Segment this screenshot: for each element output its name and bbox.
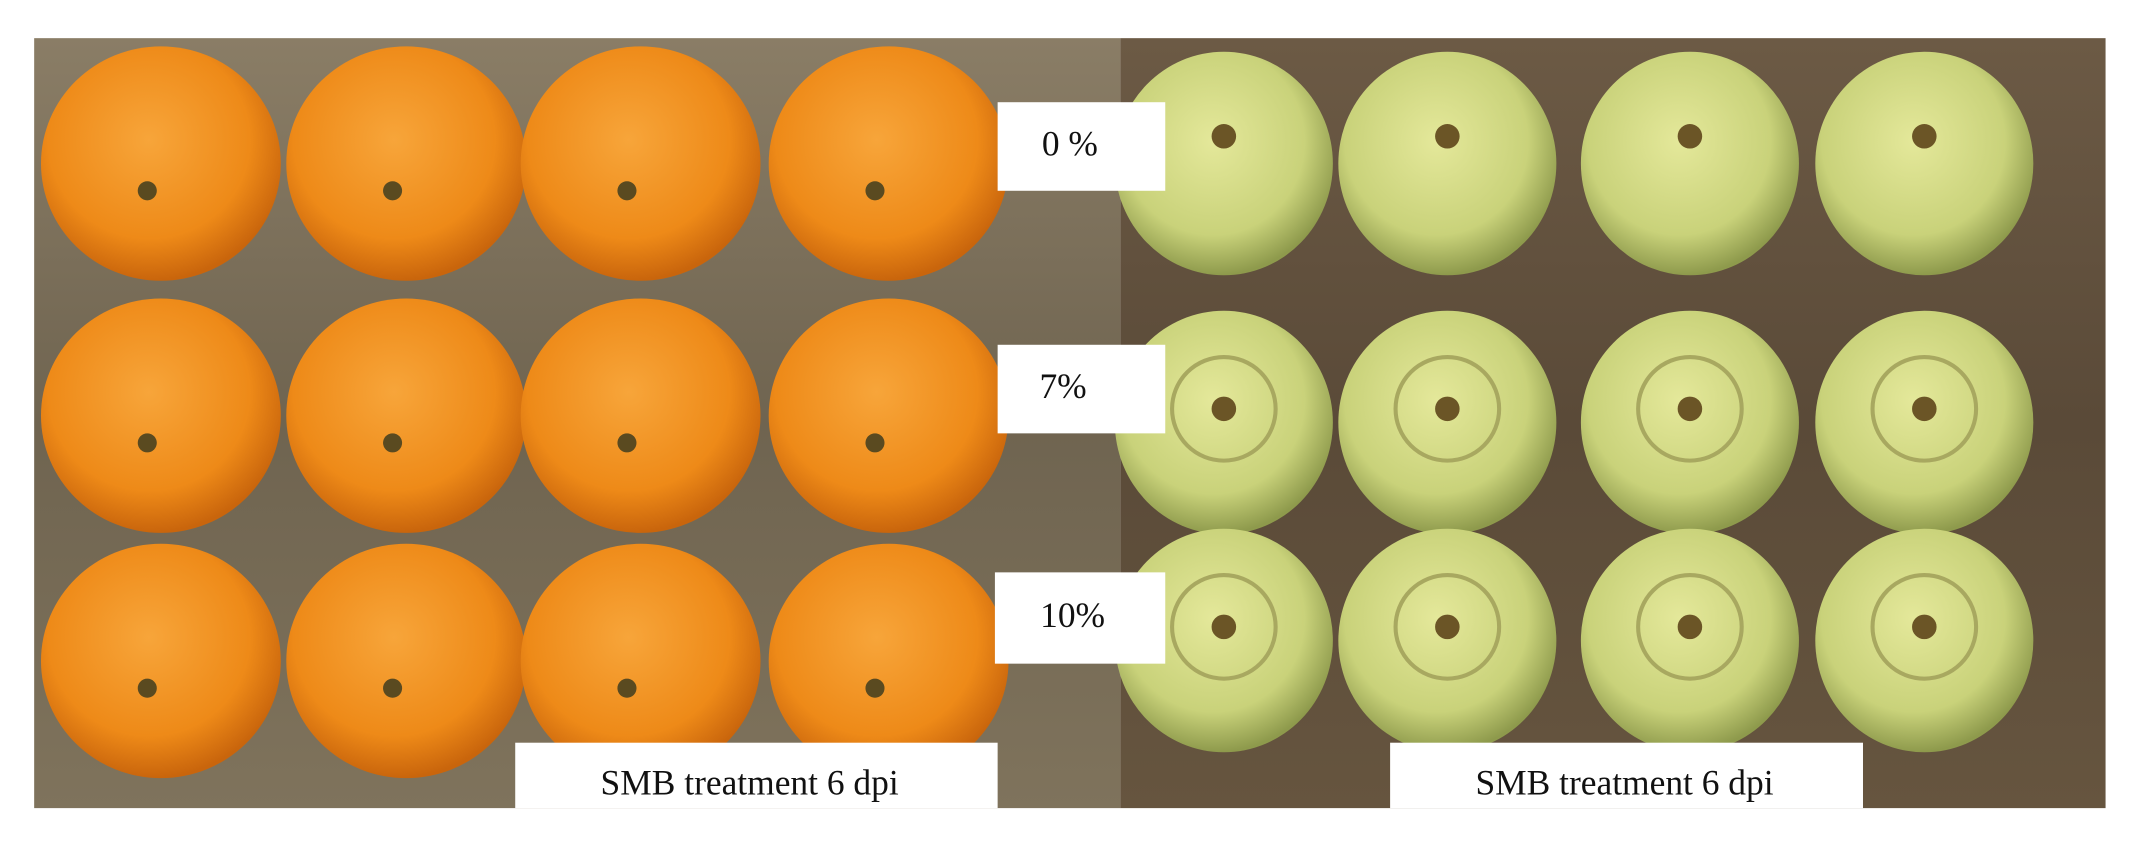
caption-box xyxy=(515,742,998,809)
fruits xyxy=(40,46,2034,779)
stem xyxy=(617,433,637,453)
wound xyxy=(1912,396,1937,422)
row-label: 10% xyxy=(1040,595,1105,635)
lesion xyxy=(1870,354,1979,463)
stem xyxy=(137,181,157,201)
lesion xyxy=(1393,573,1502,681)
lesion xyxy=(1170,573,1278,681)
wound xyxy=(1435,124,1460,149)
apple xyxy=(1815,310,2034,535)
apple xyxy=(1338,51,1557,276)
wound xyxy=(1912,124,1937,149)
stem xyxy=(865,678,885,698)
orange xyxy=(520,543,761,779)
label-box xyxy=(997,102,1166,191)
orange xyxy=(286,298,527,533)
caption-box xyxy=(1390,742,1863,809)
stem xyxy=(865,433,885,453)
orange xyxy=(520,46,761,281)
lesion xyxy=(1170,354,1278,463)
stem xyxy=(617,678,637,698)
stem xyxy=(617,181,637,201)
stem xyxy=(137,678,157,698)
row-label: 7% xyxy=(1039,366,1086,406)
orange xyxy=(520,298,761,533)
apple xyxy=(1580,528,1799,753)
apple xyxy=(1580,310,1799,535)
wound xyxy=(1211,396,1237,422)
apple xyxy=(1114,51,1333,276)
wound xyxy=(1211,614,1237,640)
apple xyxy=(1338,310,1557,535)
stem xyxy=(383,181,403,201)
orange xyxy=(40,46,281,281)
wound xyxy=(1677,614,1703,640)
label-box xyxy=(997,344,1166,434)
stem xyxy=(865,181,885,201)
wound xyxy=(1211,124,1237,149)
row-labels: 0 % 7% 10% xyxy=(994,102,1166,664)
stem xyxy=(137,433,157,453)
apple xyxy=(1114,528,1333,753)
orange xyxy=(40,543,281,779)
orange xyxy=(286,543,527,779)
wound xyxy=(1677,124,1703,149)
caption: SMB treatment 6 dpi xyxy=(601,762,899,802)
apple xyxy=(1338,528,1557,753)
row-label: 0 % xyxy=(1042,123,1098,163)
orange xyxy=(286,46,527,281)
apple xyxy=(1815,528,2034,753)
stem xyxy=(383,433,403,453)
wound xyxy=(1435,396,1460,422)
lesion xyxy=(1870,573,1979,681)
stem xyxy=(383,678,403,698)
label-box xyxy=(994,572,1166,664)
lesion xyxy=(1393,354,1502,463)
wound xyxy=(1435,614,1460,640)
orange xyxy=(40,298,281,533)
caption: SMB treatment 6 dpi xyxy=(1475,762,1773,802)
lesion xyxy=(1636,573,1744,681)
apple xyxy=(1114,310,1333,535)
wound xyxy=(1677,396,1703,422)
orange xyxy=(768,46,1009,281)
lesion xyxy=(1636,354,1744,463)
apple xyxy=(1580,51,1799,276)
wound xyxy=(1912,614,1937,640)
orange xyxy=(768,543,1009,779)
orange xyxy=(768,298,1009,533)
apple xyxy=(1815,51,2034,276)
